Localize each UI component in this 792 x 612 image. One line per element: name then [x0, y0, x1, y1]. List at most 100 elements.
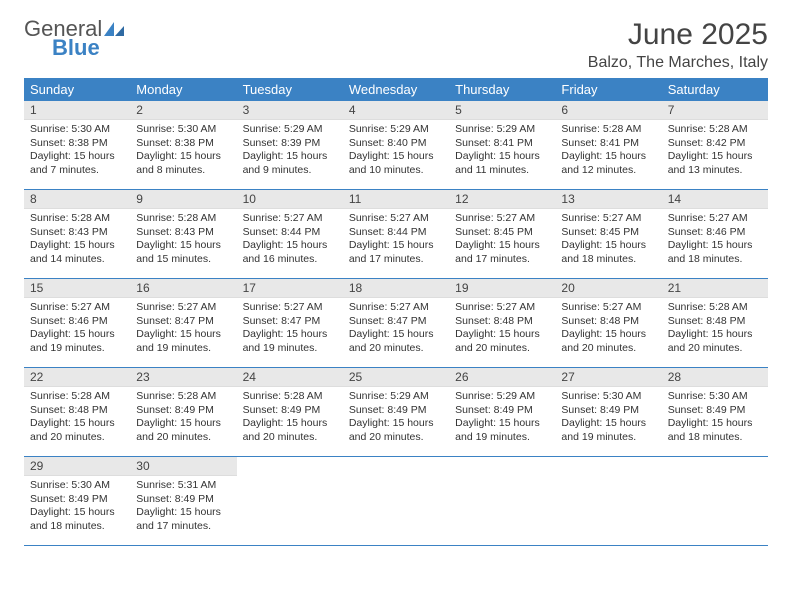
day-cell: 9Sunrise: 5:28 AMSunset: 8:43 PMDaylight…: [130, 190, 236, 278]
day-number: 5: [449, 101, 555, 120]
day-number: 6: [555, 101, 661, 120]
weekday-sunday: Sunday: [24, 78, 130, 101]
day-sunrise: Sunrise: 5:29 AM: [349, 390, 443, 404]
day-body: Sunrise: 5:28 AMSunset: 8:48 PMDaylight:…: [24, 387, 130, 449]
day-body: Sunrise: 5:29 AMSunset: 8:39 PMDaylight:…: [237, 120, 343, 182]
day-sunrise: Sunrise: 5:27 AM: [349, 301, 443, 315]
day-body: Sunrise: 5:31 AMSunset: 8:49 PMDaylight:…: [130, 476, 236, 538]
day-cell: 28Sunrise: 5:30 AMSunset: 8:49 PMDayligh…: [662, 368, 768, 456]
day-sunset: Sunset: 8:48 PM: [30, 404, 124, 418]
day-cell: 6Sunrise: 5:28 AMSunset: 8:41 PMDaylight…: [555, 101, 661, 189]
day-number: 23: [130, 368, 236, 387]
header: General Blue June 2025 Balzo, The Marche…: [24, 18, 768, 72]
day-daylight: Daylight: 15 hours and 9 minutes.: [243, 150, 337, 177]
day-cell: 19Sunrise: 5:27 AMSunset: 8:48 PMDayligh…: [449, 279, 555, 367]
weekday-friday: Friday: [555, 78, 661, 101]
day-body: Sunrise: 5:29 AMSunset: 8:41 PMDaylight:…: [449, 120, 555, 182]
day-number: 28: [662, 368, 768, 387]
day-daylight: Daylight: 15 hours and 16 minutes.: [243, 239, 337, 266]
day-sunrise: Sunrise: 5:30 AM: [668, 390, 762, 404]
day-sunrise: Sunrise: 5:27 AM: [561, 301, 655, 315]
day-number: 2: [130, 101, 236, 120]
day-number: 22: [24, 368, 130, 387]
day-sunset: Sunset: 8:38 PM: [30, 137, 124, 151]
day-number: 17: [237, 279, 343, 298]
day-daylight: Daylight: 15 hours and 8 minutes.: [136, 150, 230, 177]
day-daylight: Daylight: 15 hours and 19 minutes.: [136, 328, 230, 355]
day-cell: 17Sunrise: 5:27 AMSunset: 8:47 PMDayligh…: [237, 279, 343, 367]
day-number: 15: [24, 279, 130, 298]
calendar: Sunday Monday Tuesday Wednesday Thursday…: [24, 78, 768, 546]
day-sunrise: Sunrise: 5:27 AM: [668, 212, 762, 226]
day-number: 7: [662, 101, 768, 120]
day-body: Sunrise: 5:30 AMSunset: 8:49 PMDaylight:…: [24, 476, 130, 538]
day-cell: 15Sunrise: 5:27 AMSunset: 8:46 PMDayligh…: [24, 279, 130, 367]
day-daylight: Daylight: 15 hours and 14 minutes.: [30, 239, 124, 266]
week-row: 1Sunrise: 5:30 AMSunset: 8:38 PMDaylight…: [24, 101, 768, 190]
day-sunrise: Sunrise: 5:27 AM: [455, 212, 549, 226]
day-number: 16: [130, 279, 236, 298]
day-number: 20: [555, 279, 661, 298]
day-sunrise: Sunrise: 5:30 AM: [30, 123, 124, 137]
day-sunset: Sunset: 8:47 PM: [136, 315, 230, 329]
day-body: Sunrise: 5:27 AMSunset: 8:45 PMDaylight:…: [555, 209, 661, 271]
day-daylight: Daylight: 15 hours and 17 minutes.: [455, 239, 549, 266]
day-daylight: Daylight: 15 hours and 17 minutes.: [136, 506, 230, 533]
day-daylight: Daylight: 15 hours and 11 minutes.: [455, 150, 549, 177]
day-body: Sunrise: 5:27 AMSunset: 8:46 PMDaylight:…: [24, 298, 130, 360]
day-daylight: Daylight: 15 hours and 18 minutes.: [668, 417, 762, 444]
day-sunset: Sunset: 8:43 PM: [136, 226, 230, 240]
title-block: June 2025 Balzo, The Marches, Italy: [588, 18, 768, 72]
day-number: 27: [555, 368, 661, 387]
day-sunrise: Sunrise: 5:29 AM: [349, 123, 443, 137]
weekday-monday: Monday: [130, 78, 236, 101]
logo: General Blue: [24, 18, 126, 59]
day-sunrise: Sunrise: 5:29 AM: [455, 123, 549, 137]
day-sunset: Sunset: 8:42 PM: [668, 137, 762, 151]
day-number: 4: [343, 101, 449, 120]
day-sunset: Sunset: 8:45 PM: [455, 226, 549, 240]
day-body: Sunrise: 5:29 AMSunset: 8:49 PMDaylight:…: [449, 387, 555, 449]
day-sunset: Sunset: 8:40 PM: [349, 137, 443, 151]
day-daylight: Daylight: 15 hours and 20 minutes.: [349, 328, 443, 355]
day-sunset: Sunset: 8:48 PM: [668, 315, 762, 329]
day-cell: 5Sunrise: 5:29 AMSunset: 8:41 PMDaylight…: [449, 101, 555, 189]
day-daylight: Daylight: 15 hours and 20 minutes.: [136, 417, 230, 444]
day-daylight: Daylight: 15 hours and 18 minutes.: [668, 239, 762, 266]
week-row: 22Sunrise: 5:28 AMSunset: 8:48 PMDayligh…: [24, 368, 768, 457]
day-number: 29: [24, 457, 130, 476]
month-title: June 2025: [588, 18, 768, 52]
weekday-thursday: Thursday: [449, 78, 555, 101]
day-sunset: Sunset: 8:49 PM: [349, 404, 443, 418]
weekday-header: Sunday Monday Tuesday Wednesday Thursday…: [24, 78, 768, 101]
day-body: Sunrise: 5:29 AMSunset: 8:40 PMDaylight:…: [343, 120, 449, 182]
day-sunrise: Sunrise: 5:29 AM: [455, 390, 549, 404]
day-sunset: Sunset: 8:49 PM: [455, 404, 549, 418]
day-cell: 22Sunrise: 5:28 AMSunset: 8:48 PMDayligh…: [24, 368, 130, 456]
day-cell: 12 Sunrise: 5:27 AMSunset: 8:45 PMDayligh…: [449, 190, 555, 278]
weekday-saturday: Saturday: [662, 78, 768, 101]
day-sunrise: Sunrise: 5:28 AM: [136, 390, 230, 404]
day-sunset: Sunset: 8:49 PM: [30, 493, 124, 507]
day-cell: 16 Sunrise: 5:27 AMSunset: 8:47 PMDayligh…: [130, 279, 236, 367]
day-sunrise: Sunrise: 5:27 AM: [30, 301, 124, 315]
day-number: 3: [237, 101, 343, 120]
day-sunset: Sunset: 8:49 PM: [136, 404, 230, 418]
day-cell: 10Sunrise: 5:27 AMSunset: 8:44 PMDayligh…: [237, 190, 343, 278]
day-sunrise: Sunrise: 5:28 AM: [668, 123, 762, 137]
day-sunset: Sunset: 8:49 PM: [243, 404, 337, 418]
day-number: 14: [662, 190, 768, 209]
day-sunset: Sunset: 8:44 PM: [349, 226, 443, 240]
day-daylight: Daylight: 15 hours and 19 minutes.: [243, 328, 337, 355]
day-sunrise: Sunrise: 5:27 AM: [136, 301, 230, 315]
day-daylight: Daylight: 15 hours and 20 minutes.: [349, 417, 443, 444]
day-cell: [343, 457, 449, 545]
day-cell: 23 Sunrise: 5:28 AMSunset: 8:49 PMDayligh…: [130, 368, 236, 456]
day-sunrise: Sunrise: 5:30 AM: [136, 123, 230, 137]
day-number: 12: [449, 190, 555, 209]
day-body: Sunrise: 5:27 AMSunset: 8:47 PMDaylight:…: [237, 298, 343, 360]
day-body: Sunrise: 5:30 AMSunset: 8:49 PMDaylight:…: [662, 387, 768, 449]
day-number: 13: [555, 190, 661, 209]
day-body: Sunrise: 5:28 AMSunset: 8:49 PMDaylight:…: [237, 387, 343, 449]
day-sunrise: Sunrise: 5:28 AM: [561, 123, 655, 137]
